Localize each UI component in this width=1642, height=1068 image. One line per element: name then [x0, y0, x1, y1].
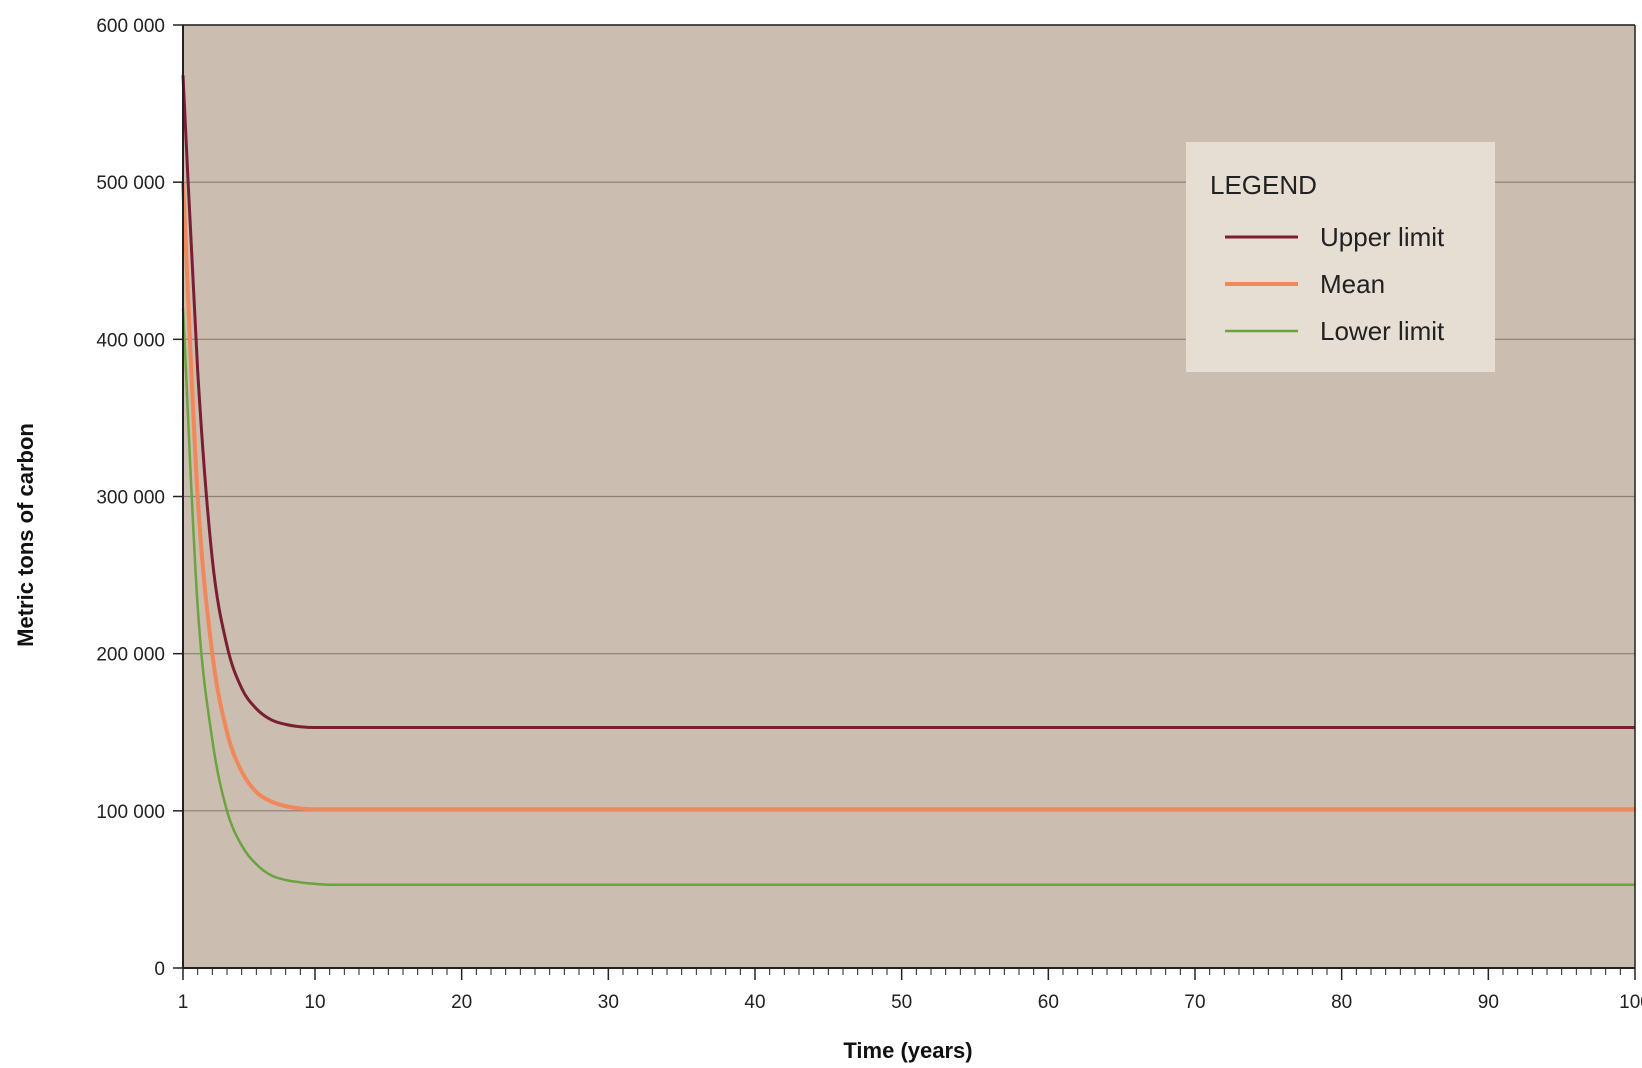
legend-title: LEGEND: [1210, 170, 1317, 200]
x-axis-ticks: 1 10 20 30 40 50 60 70 80 90 100: [178, 968, 1642, 1013]
series-line-lower-limit: [181, 307, 1635, 886]
y-axis-title: Metric tons of carbon: [13, 423, 38, 647]
y-tick-label: 400 000: [96, 330, 165, 351]
series-lines: [181, 75, 1635, 886]
legend-label: Mean: [1320, 269, 1385, 299]
x-tick-label: 50: [891, 992, 912, 1013]
legend-box: [1186, 142, 1495, 372]
x-tick-label: 40: [744, 992, 765, 1013]
x-tick-label: 30: [598, 992, 619, 1013]
x-tick-label: 60: [1038, 992, 1059, 1013]
x-tick-label: 1: [178, 992, 189, 1013]
y-tick-label: 300 000: [96, 488, 165, 509]
y-tick-label: 600 000: [96, 16, 165, 37]
x-tick-label: 90: [1478, 992, 1499, 1013]
x-tick-label: 10: [304, 992, 325, 1013]
legend: LEGEND Upper limit Mean Lower limit: [1186, 142, 1495, 372]
y-tick-label: 500 000: [96, 173, 165, 194]
series-line-upper-limit: [181, 75, 1635, 730]
series-line-mean: [181, 182, 1635, 812]
y-tick-label: 0: [154, 959, 165, 980]
y-tick-label: 200 000: [96, 645, 165, 666]
x-tick-label: 80: [1331, 992, 1352, 1013]
legend-items: Upper limit Mean Lower limit: [1225, 222, 1445, 346]
x-axis-title: Time (years): [843, 1038, 972, 1063]
x-tick-label: 20: [451, 992, 472, 1013]
y-axis-ticks: 0 100 000 200 000 300 000 400 000 500 000 600 …: [96, 16, 183, 980]
x-tick-label: 100: [1619, 992, 1642, 1013]
y-tick-label: 100 000: [96, 802, 165, 823]
x-tick-label: 70: [1184, 992, 1205, 1013]
legend-label: Upper limit: [1320, 222, 1445, 252]
legend-label: Lower limit: [1320, 316, 1445, 346]
